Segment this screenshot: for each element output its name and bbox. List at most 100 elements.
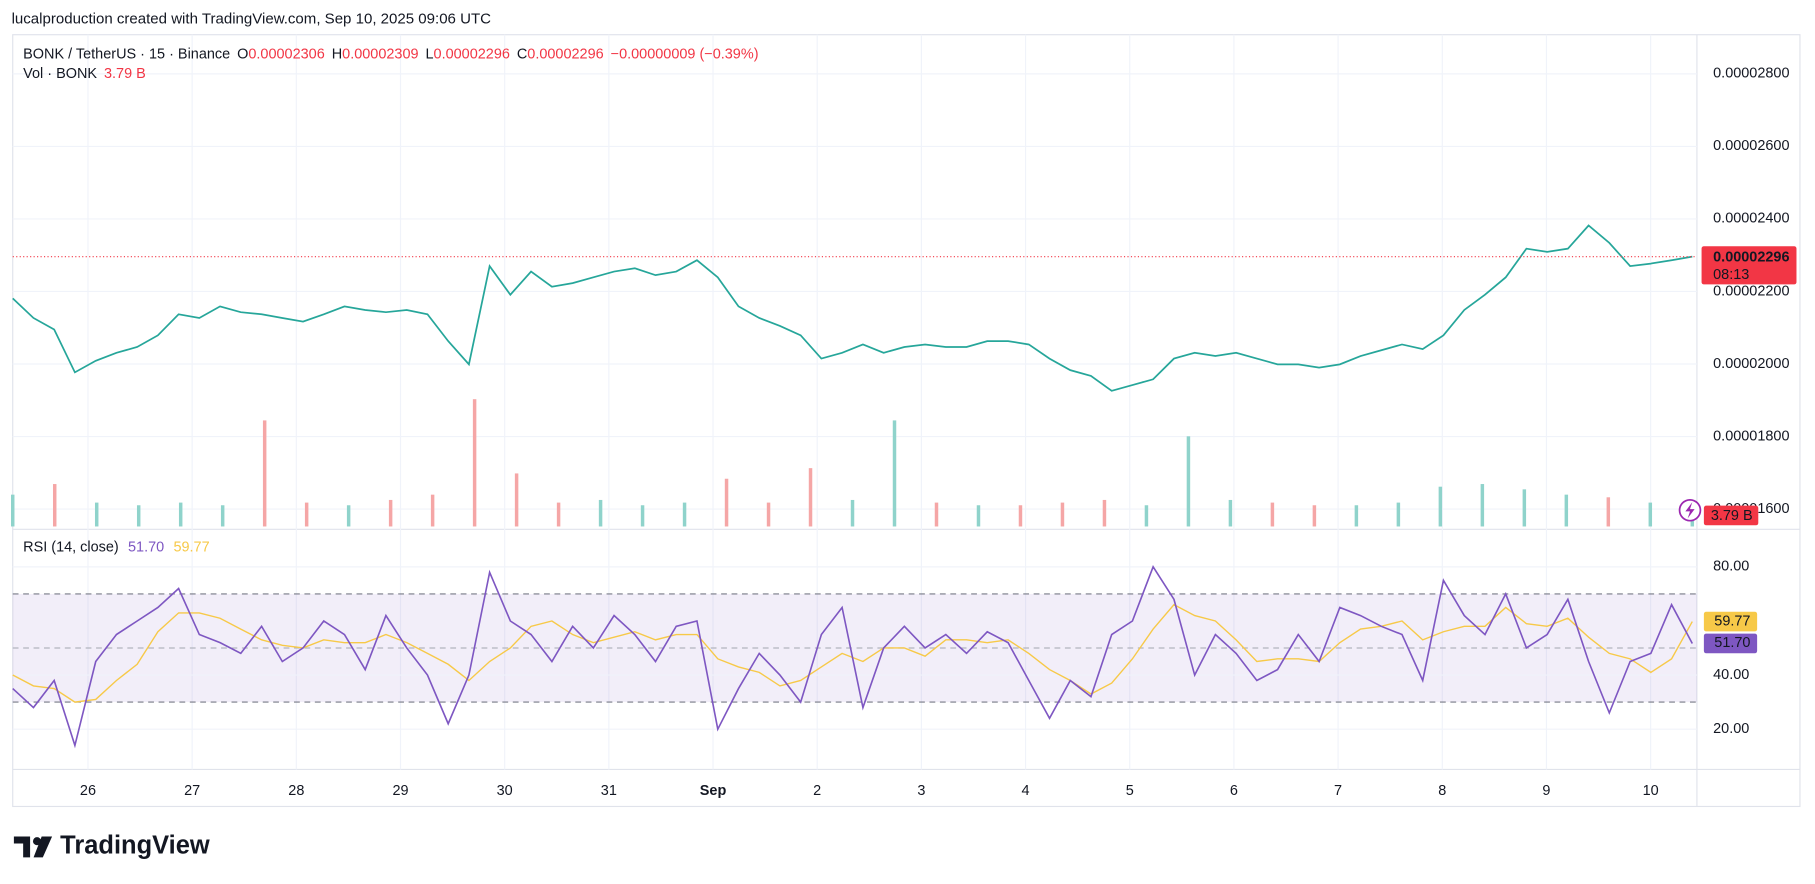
volume-bar (1564, 494, 1569, 527)
header: lucalproduction created with TradingView… (12, 11, 492, 28)
rsi-line (12, 565, 1694, 749)
x-tick-label: 28 (288, 783, 304, 799)
volume-bar (1102, 499, 1107, 527)
volume-bar (1060, 502, 1065, 527)
x-tick-label: 29 (392, 783, 408, 799)
volume-bar (1480, 484, 1485, 527)
volume-bar (1228, 499, 1233, 527)
volume-bar (682, 502, 687, 527)
x-tick-label: 6 (1230, 783, 1238, 799)
x-tick-label: 5 (1126, 783, 1134, 799)
volume-badge (1703, 505, 1759, 526)
x-tick-label: 8 (1438, 783, 1446, 799)
rsi-band (12, 593, 1697, 703)
y-tick-label: 0.00001800 (1713, 428, 1789, 444)
volume-bar (220, 505, 225, 527)
logo-text: TradingView (60, 832, 210, 860)
legend-value: 51.70 (128, 539, 164, 555)
volume-bar (808, 468, 813, 527)
price-line (12, 224, 1693, 392)
rsi-badge (1703, 611, 1758, 632)
volume-bar (1144, 505, 1149, 527)
legend-item: H (332, 46, 342, 62)
volume-bar (1312, 505, 1317, 527)
x-tick-label: 9 (1542, 783, 1550, 799)
x-tick-label: 27 (184, 783, 200, 799)
grid (12, 34, 1697, 770)
price-legend: BONK / TetherUS · 15 · Binance O0.0000230… (23, 46, 758, 62)
volume-legend-label: Vol · BONK (23, 66, 97, 82)
legend-value: 59.77 (173, 539, 209, 555)
volume-bar (136, 505, 141, 527)
legend-item: C (517, 46, 527, 62)
volume-bar (598, 499, 603, 527)
volume-badge-label: 3.79 B (1711, 508, 1753, 524)
countdown-label: 08:13 (1713, 267, 1749, 283)
rsi-badge-label: 59.77 (1714, 613, 1750, 629)
volume-bar (262, 420, 267, 527)
logo-dot (32, 837, 42, 846)
volume-bar (1354, 505, 1359, 527)
volume-bar (472, 399, 477, 527)
volume-bar (346, 505, 351, 527)
volume-bar (94, 502, 99, 527)
x-tick-label: Sep (700, 783, 727, 799)
y-tick-label: 40.00 (1713, 667, 1749, 683)
volume-bar (52, 484, 57, 527)
last-price-label: 0.00002296 (1713, 250, 1789, 266)
legend-item: 0.00002306 (248, 46, 324, 62)
volume-bar (766, 502, 771, 527)
x-tick-label: 3 (917, 783, 925, 799)
plot: 26 27 28 29 30 31 Sep 2 3 4 5 6 7 8 9 10 0.00002800 0.000… (10, 66, 1797, 799)
legend-item: 0.00002309 (342, 46, 418, 62)
x-tick-label: 30 (497, 783, 513, 799)
y-tick-label: 0.00002400 (1713, 211, 1789, 227)
last-price-badge (1701, 246, 1797, 285)
volume-bar (1690, 516, 1695, 527)
volume-bar (1606, 497, 1611, 527)
volume-bar (556, 502, 561, 527)
x-tick-label: 7 (1334, 783, 1342, 799)
legend-item: 0.00002296 (527, 46, 603, 62)
legend-item: L (425, 46, 433, 62)
footer-logo: TradingView (13, 832, 210, 860)
legend-item: O (237, 46, 248, 62)
x-tick-label: 10 (1643, 783, 1659, 799)
volume-bar (640, 505, 645, 527)
volume-bar (304, 502, 309, 527)
volume-bar (1396, 502, 1401, 527)
y-tick-label: 0.00002200 (1713, 283, 1789, 299)
y-tick-label: 0.00002800 (1713, 66, 1789, 82)
volume-bar (976, 505, 981, 527)
volume-bar (388, 499, 393, 527)
x-tick-label: 31 (601, 783, 617, 799)
x-tick-label: 4 (1022, 783, 1030, 799)
volume-bar (724, 478, 729, 527)
volume-bar (1438, 486, 1443, 527)
rsi-legend-label: RSI (14, close) (23, 539, 119, 555)
volume-bar (1018, 505, 1023, 527)
volume-bar (10, 494, 15, 527)
x-tick-label: 26 (80, 783, 96, 799)
y-tick-label: 20.00 (1713, 721, 1749, 737)
volume-bar (850, 499, 855, 527)
rsi-badge (1703, 633, 1758, 654)
alert-icon-bolt (1685, 502, 1695, 519)
volume-bar (1648, 502, 1653, 527)
volume-bar (892, 420, 897, 527)
volume-bar (430, 494, 435, 527)
rsi-badge-label: 51.70 (1714, 635, 1750, 651)
volume-bar (934, 502, 939, 527)
volume-legend-value: 3.79 B (104, 66, 146, 82)
y-tick-label: 0.00002600 (1713, 138, 1789, 154)
rsi-legend: RSI (14, close) 51.70 59.77 (23, 539, 209, 555)
volume-bar (1186, 436, 1191, 527)
y-tick-label: 0.00002000 (1713, 356, 1789, 372)
legend-item: −0.00000009 (−0.39%) (611, 46, 759, 62)
volume-bar (514, 473, 519, 527)
x-tick-label: 2 (813, 783, 821, 799)
volume-bar (1522, 489, 1527, 527)
y-tick-label: 80.00 (1713, 559, 1749, 575)
